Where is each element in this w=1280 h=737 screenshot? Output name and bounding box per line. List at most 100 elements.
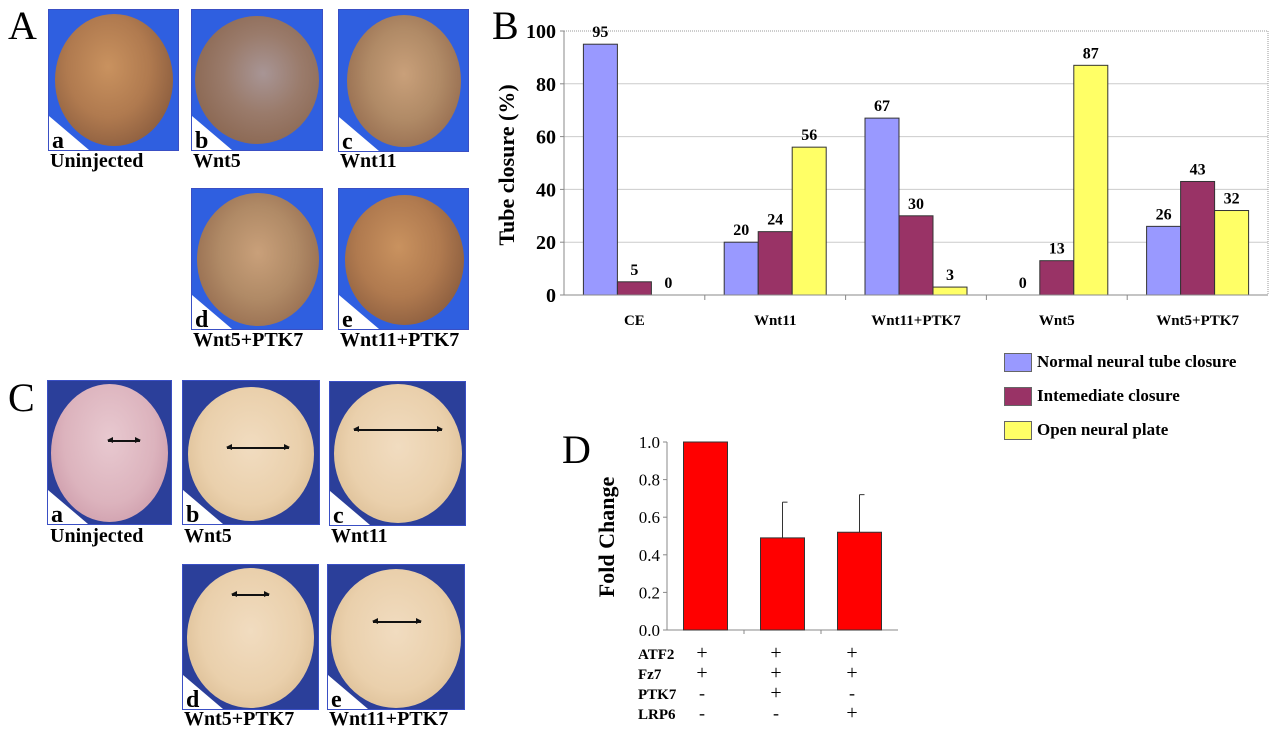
photo-corner-marker — [339, 295, 379, 329]
condition-sign: + — [696, 662, 707, 684]
embryo-photo-c-e: e — [327, 564, 465, 710]
data-label: 13 — [1049, 241, 1065, 258]
embryo-photo-a-d: d — [191, 188, 323, 330]
bar-wnt11-ptk7-series-2 — [898, 215, 934, 296]
distance-arrow — [231, 591, 270, 597]
legend-label-normal: Normal neural tube closure — [1037, 352, 1237, 371]
data-label: 32 — [1224, 191, 1240, 208]
photo-corner-marker — [183, 490, 223, 524]
data-label: 30 — [908, 196, 924, 213]
legend-item-intermediate: Intemediate closure — [1004, 386, 1180, 406]
x-category-label: Wnt5 — [1039, 313, 1075, 329]
photo-corner-marker — [48, 490, 88, 524]
fold-change-bar-3 — [837, 531, 882, 631]
photo-caption: Uninjected — [50, 525, 144, 547]
y-tick-label: 0.4 — [639, 546, 661, 565]
y-tick-label: 0.8 — [639, 471, 660, 490]
photo-caption: Wnt5+PTK7 — [184, 708, 295, 730]
condition-sign: - — [849, 683, 855, 703]
photo-tag-c: c — [333, 503, 344, 526]
photo-corner-marker — [330, 491, 370, 525]
y-tick-label: 0 — [546, 285, 556, 307]
chart-b-bars — [582, 43, 1250, 296]
photo-caption: Wnt11 — [331, 525, 388, 547]
photo-corner-marker — [183, 675, 223, 709]
chart-d-y-axis-label: Fold Change — [594, 477, 619, 598]
bar-wnt5-ptk7-series-1 — [1146, 225, 1182, 296]
bar-wnt11-series-3 — [791, 146, 827, 296]
data-label: 3 — [946, 267, 954, 284]
photo-corner-marker — [192, 116, 232, 150]
y-tick-label: 100 — [526, 21, 556, 43]
photo-caption: Wnt5+PTK7 — [193, 329, 304, 351]
photo-tag-c: c — [342, 129, 353, 152]
embryo-photo-c-d: d — [182, 564, 319, 710]
data-label: 0 — [1019, 275, 1027, 292]
photo-corner-marker — [328, 675, 368, 709]
y-tick-label: 0.6 — [639, 508, 660, 527]
photo-tag-d: d — [195, 307, 209, 330]
data-label: 87 — [1083, 45, 1099, 62]
photo-caption: Wnt5 — [184, 525, 232, 547]
photo-tag-a: a — [51, 502, 63, 525]
data-label: 95 — [592, 24, 608, 41]
panel-letter-c: C — [8, 375, 35, 420]
photo-tag-d: d — [186, 687, 200, 710]
bar-wnt5-series-2 — [1039, 260, 1075, 296]
condition-label-atf2: ATF2 — [638, 647, 674, 663]
chart-d-error-bars — [782, 494, 865, 538]
embryo-photo-a-e: e — [338, 188, 469, 330]
data-label: 26 — [1156, 206, 1172, 223]
x-category-label: Wnt11+PTK7 — [871, 313, 961, 329]
bar-wnt11-ptk7-series-3 — [932, 286, 968, 296]
bar-wnt11-series-2 — [757, 231, 793, 296]
embryo-photo-a-a: a — [48, 9, 179, 151]
photo-caption: Wnt5 — [193, 150, 241, 172]
distance-arrow — [226, 444, 290, 450]
bar-wnt5-ptk7-series-3 — [1214, 210, 1250, 296]
data-label: 5 — [630, 262, 638, 279]
y-tick-label: 0.0 — [639, 621, 660, 640]
y-tick-label: 0.2 — [639, 583, 660, 602]
bar-ce-series-2 — [616, 281, 652, 296]
bar-wnt5-ptk7-series-2 — [1180, 180, 1216, 296]
legend-swatch-intermediate — [1004, 386, 1032, 406]
photo-caption: Wnt11 — [340, 150, 397, 172]
legend-label-intermediate: Intemediate closure — [1037, 386, 1180, 405]
embryo-photo-c-b: b — [182, 380, 320, 525]
condition-sign: - — [699, 703, 705, 723]
distance-arrow — [107, 437, 141, 443]
y-tick-label: 80 — [536, 74, 556, 96]
chart-d-fold-change: 0.00.20.40.60.81.0 ATF2 + + +Fz7 + + +PTK7- + -L… — [594, 433, 898, 724]
photo-corner-marker — [192, 295, 232, 329]
y-tick-label: 40 — [536, 179, 556, 201]
condition-sign: + — [846, 642, 857, 664]
photo-tag-e: e — [342, 307, 353, 330]
condition-sign: - — [699, 683, 705, 703]
x-category-label: Wnt5+PTK7 — [1156, 313, 1239, 329]
photo-caption: Wnt11+PTK7 — [340, 329, 460, 351]
embryo-photo-c-a: a — [47, 380, 172, 525]
legend-swatch-open — [1004, 420, 1032, 440]
photo-tag-a: a — [52, 128, 64, 151]
condition-sign: + — [696, 642, 707, 664]
panel-letter-b: B — [492, 3, 519, 48]
data-label: 0 — [664, 275, 672, 292]
distance-arrow — [353, 426, 443, 432]
chart-b-axes: 0 20 40 60 80 100 CE Wnt11 Wnt11+PTK7 Wnt5 Wnt5+PT… — [526, 21, 1268, 329]
bar-ce-series-1 — [582, 43, 618, 296]
bar-wnt11-series-1 — [723, 241, 759, 296]
condition-sign: + — [770, 662, 781, 684]
bar-wnt5-series-3 — [1073, 64, 1109, 296]
y-tick-label: 60 — [536, 127, 556, 149]
embryo-photo-a-c: c — [338, 9, 469, 152]
condition-label-ptk7: PTK7 — [638, 687, 677, 703]
chart-d-bars — [683, 441, 882, 631]
distance-arrow — [372, 618, 422, 624]
photo-caption: Uninjected — [50, 150, 144, 172]
data-label: 20 — [733, 222, 749, 239]
photo-tag-b: b — [186, 502, 200, 525]
legend-label-open: Open neural plate — [1037, 420, 1169, 439]
embryo-photo-a-b: b — [191, 9, 323, 151]
data-label: 67 — [874, 98, 890, 115]
